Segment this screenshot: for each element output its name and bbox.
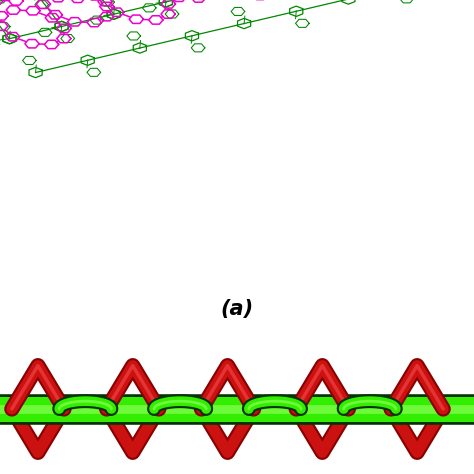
Text: (a): (a) xyxy=(220,299,254,319)
